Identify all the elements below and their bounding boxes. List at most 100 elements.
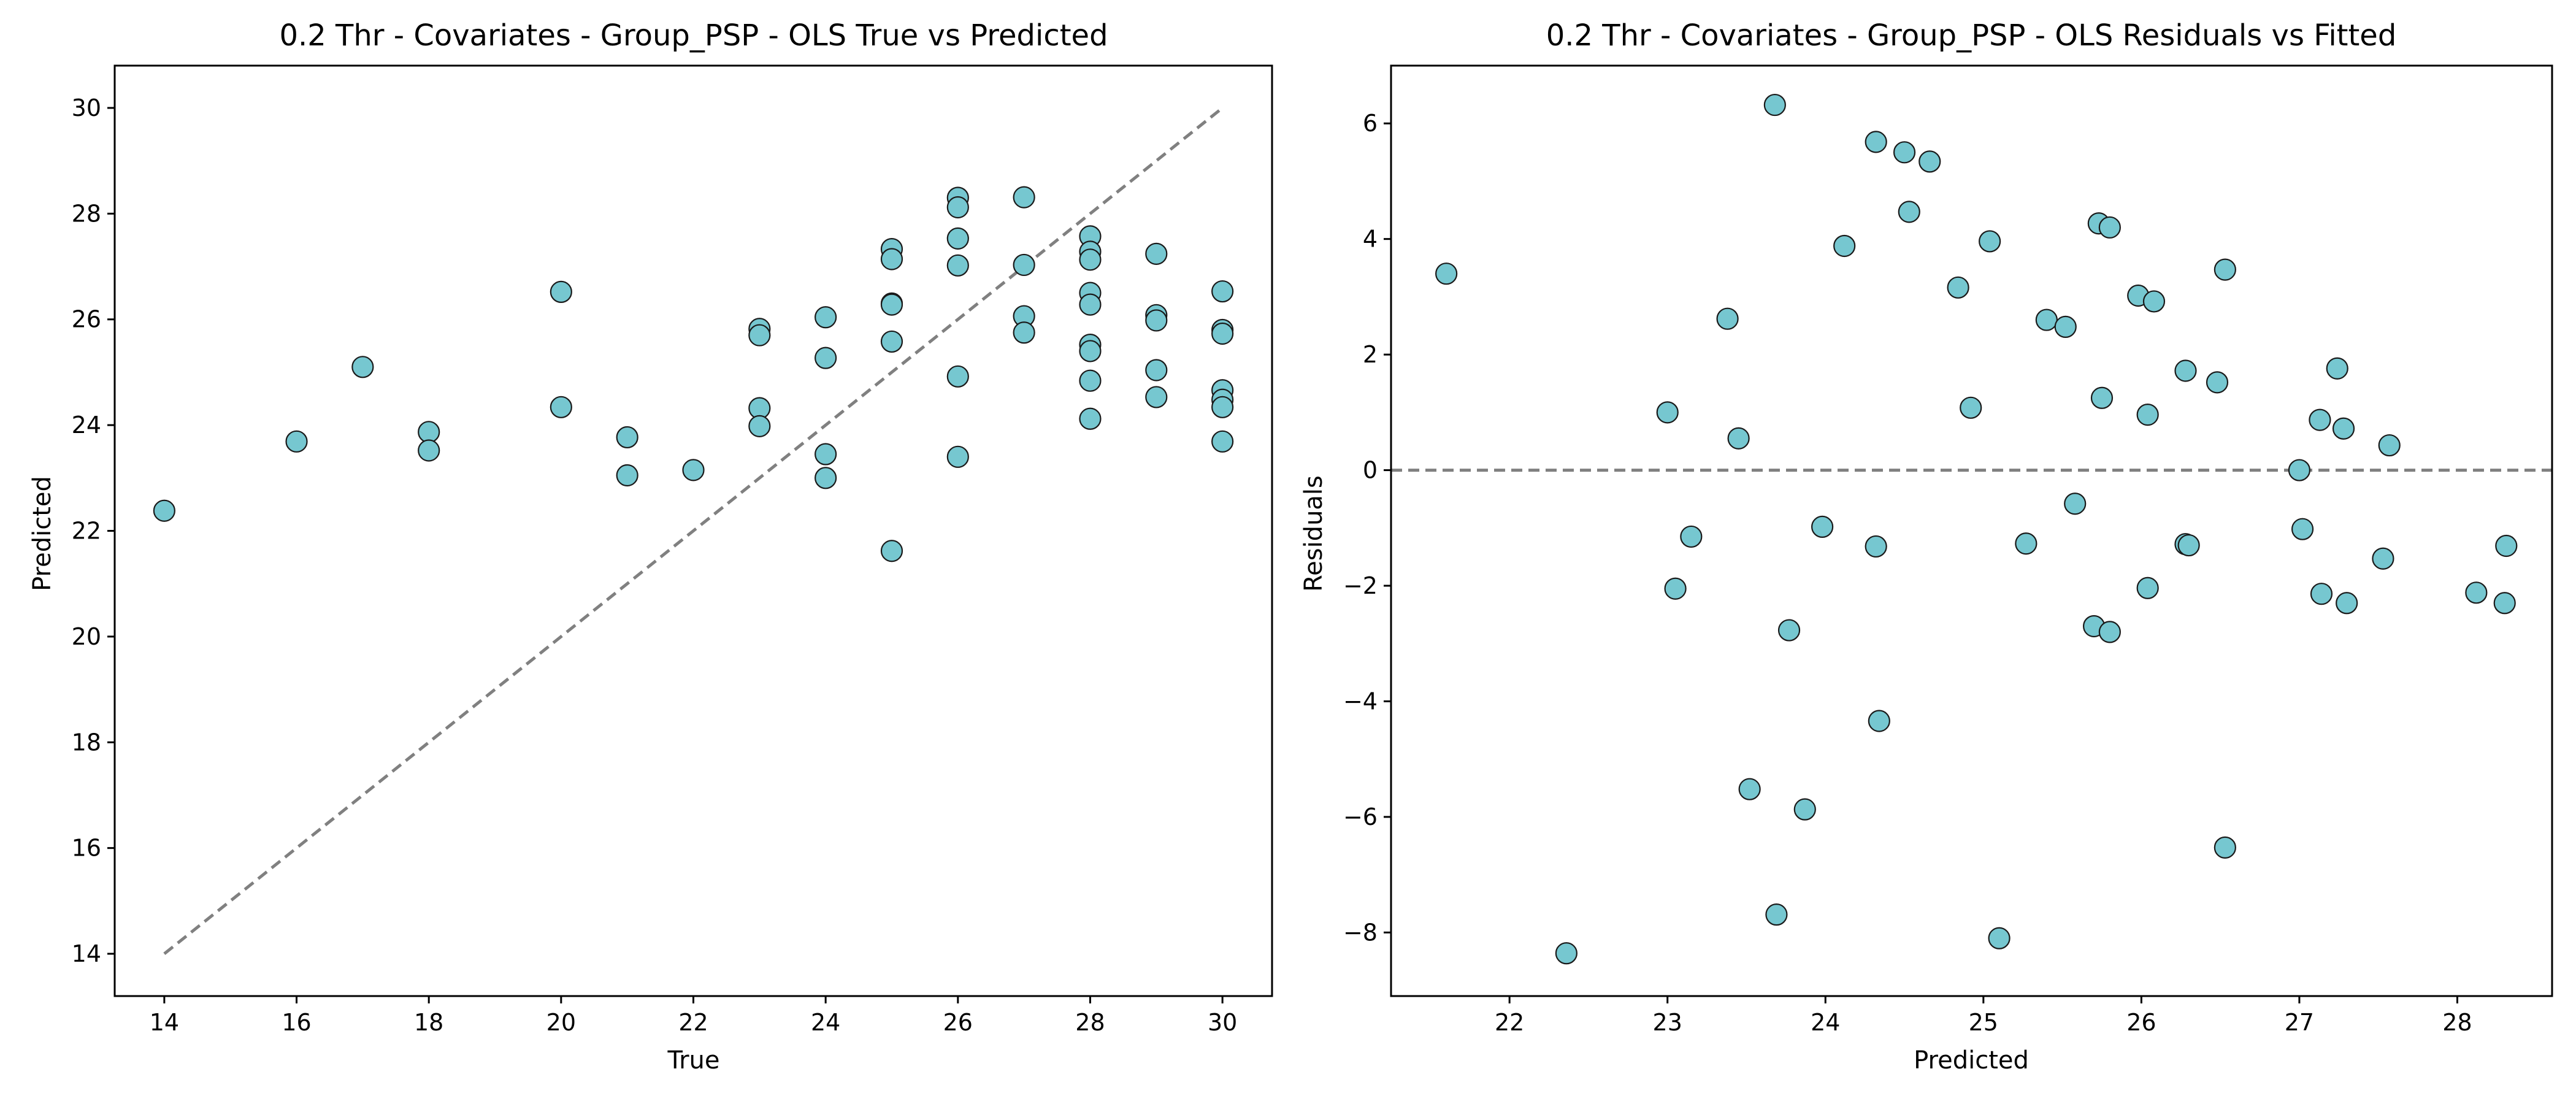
true-vs-predicted-x-tick-label: 30 [1208, 1009, 1237, 1036]
residuals-vs-fitted-point [2142, 290, 2166, 313]
residuals-vs-fitted-point [1777, 619, 1801, 642]
true-vs-predicted-identity-line [163, 107, 1224, 955]
residuals-vs-fitted-point [2326, 357, 2348, 380]
residuals-vs-fitted-point [2309, 408, 2331, 431]
true-vs-predicted-point [1211, 280, 1234, 303]
true-vs-predicted-point [418, 421, 440, 443]
residuals-vs-fitted-x-axis-label: Predicted [1914, 1046, 2029, 1075]
residuals-vs-fitted-point [1947, 276, 1969, 299]
true-vs-predicted-point [616, 464, 638, 487]
residuals-vs-fitted-y-tick-label: −4 [1343, 688, 1378, 715]
residuals-vs-fitted-point [1656, 401, 1679, 424]
residuals-vs-fitted-y-tick-label: −2 [1343, 572, 1378, 599]
true-vs-predicted-plot-frame [113, 64, 1273, 997]
residuals-vs-fitted-point [1833, 234, 1856, 258]
true-vs-predicted-point [946, 196, 969, 219]
residuals-vs-fitted-point [2332, 417, 2355, 440]
residuals-vs-fitted-x-tick-label: 23 [1653, 1009, 1682, 1036]
true-vs-predicted-point [153, 499, 175, 522]
true-vs-predicted-point [1145, 309, 1168, 332]
residuals-vs-fitted-point [1893, 141, 1916, 164]
residuals-vs-fitted-point [2214, 836, 2236, 859]
true-vs-predicted-point [550, 280, 572, 304]
residuals-vs-fitted-point [2336, 592, 2358, 615]
residuals-vs-fitted-y-tick-label: 2 [1363, 341, 1378, 368]
true-vs-predicted-point [946, 365, 969, 388]
residuals-vs-fitted-point [1865, 131, 1887, 153]
true-vs-predicted-x-tick-label: 18 [414, 1009, 443, 1036]
residuals-vs-fitted-point [2054, 315, 2077, 338]
residuals-vs-fitted-x-tick-label: 22 [1495, 1009, 1524, 1036]
true-vs-predicted-y-tick-label: 24 [72, 412, 101, 439]
true-vs-predicted-point [1079, 407, 1102, 430]
true-vs-predicted-point [815, 306, 837, 329]
residuals-vs-fitted-point [1738, 778, 1761, 800]
true-vs-predicted-point [1145, 386, 1168, 408]
true-vs-predicted-point [1079, 248, 1102, 271]
residuals-vs-fitted-point [2378, 434, 2401, 457]
true-vs-predicted-y-tick-label: 14 [72, 940, 101, 967]
residuals-vs-fitted-point [1988, 927, 2011, 949]
true-vs-predicted-y-tick-label: 20 [72, 623, 101, 650]
true-vs-predicted-point [1145, 242, 1168, 265]
residuals-vs-fitted-point [2465, 581, 2488, 604]
true-vs-predicted-point [682, 459, 705, 481]
true-vs-predicted-y-tick-label: 30 [72, 94, 101, 121]
residuals-vs-fitted-point [2174, 359, 2197, 382]
residuals-vs-fitted-plot-frame [1390, 64, 2553, 997]
true-vs-predicted-point [946, 445, 969, 468]
residuals-vs-fitted-point [1765, 903, 1788, 926]
true-vs-predicted-point [1211, 322, 1234, 345]
true-vs-predicted-point [815, 443, 837, 466]
true-vs-predicted-point [1211, 430, 1234, 453]
residuals-vs-fitted-y-axis-label: Residuals [1300, 475, 1328, 592]
true-vs-predicted-point [285, 430, 308, 453]
true-vs-predicted-point [616, 426, 638, 449]
residuals-vs-fitted-panel: 0.2 Thr - Covariates - Group_PSP - OLS R… [1300, 18, 2553, 1075]
residuals-vs-fitted-point [2136, 577, 2159, 599]
residuals-vs-fitted-point [1793, 798, 1816, 821]
residuals-vs-fitted-point [2206, 371, 2229, 394]
residuals-vs-fitted-point [2035, 309, 2058, 331]
residuals-vs-fitted-x-tick-label: 27 [2285, 1009, 2314, 1036]
true-vs-predicted-point [1211, 396, 1234, 418]
residuals-vs-fitted-x-tick-label: 26 [2126, 1009, 2156, 1036]
residuals-vs-fitted-point [2098, 621, 2121, 643]
true-vs-predicted-point [815, 347, 837, 369]
true-vs-predicted-ticks: 14 16 18 20 22 24 26 28 30 14 16 18 20 22 24 26 28 30 [72, 94, 1238, 1036]
true-vs-predicted-x-tick-label: 22 [678, 1009, 708, 1036]
true-vs-predicted-point [946, 254, 969, 277]
residuals-vs-fitted-point [2310, 583, 2333, 605]
residuals-vs-fitted-point [1898, 201, 1920, 223]
residuals-vs-fitted-point [1865, 535, 1887, 558]
residuals-vs-fitted-point [2372, 547, 2394, 570]
residuals-vs-fitted-y-tick-label: 6 [1363, 110, 1378, 137]
residuals-vs-fitted-point [1960, 396, 1982, 419]
true-vs-predicted-point [880, 330, 903, 353]
residuals-vs-fitted-point [1555, 942, 1577, 965]
true-vs-predicted-point [1079, 369, 1102, 392]
residuals-vs-fitted-point [1664, 577, 1687, 600]
true-vs-predicted-x-tick-label: 14 [150, 1009, 179, 1036]
residuals-vs-fitted-x-tick-label: 24 [1811, 1009, 1840, 1036]
residuals-vs-fitted-points [1435, 93, 2518, 965]
true-vs-predicted-point [1079, 293, 1102, 316]
residuals-vs-fitted-point [2064, 493, 2087, 515]
true-vs-predicted-reference-line [163, 107, 1224, 955]
true-vs-predicted-x-tick-label: 28 [1075, 1009, 1105, 1036]
true-vs-predicted-y-tick-label: 18 [72, 729, 101, 756]
true-vs-predicted-point [748, 415, 771, 437]
residuals-vs-fitted-point [2098, 216, 2121, 239]
residuals-vs-fitted-point [2291, 518, 2314, 540]
residuals-vs-fitted-y-tick-label: −8 [1343, 919, 1378, 946]
residuals-vs-fitted-point [1763, 93, 1786, 117]
true-vs-predicted-point [1013, 321, 1035, 344]
true-vs-predicted-point [880, 248, 903, 270]
residuals-vs-fitted-point [1727, 427, 1750, 450]
true-vs-predicted-point [351, 356, 374, 378]
residuals-vs-fitted-point [2177, 534, 2200, 557]
residuals-vs-fitted-point [2015, 532, 2037, 555]
true-vs-predicted-point [946, 227, 969, 250]
